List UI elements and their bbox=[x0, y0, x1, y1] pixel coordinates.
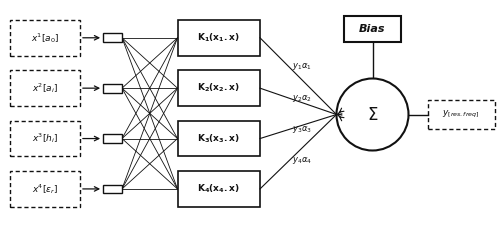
Bar bbox=[103, 84, 122, 93]
Text: $y_1\alpha_1$: $y_1\alpha_1$ bbox=[292, 61, 312, 72]
Text: $\mathbf{K_4(x_4.x)}$: $\mathbf{K_4(x_4.x)}$ bbox=[198, 183, 240, 195]
Text: $\mathbf{K_1(x_1.x)}$: $\mathbf{K_1(x_1.x)}$ bbox=[198, 32, 240, 44]
Bar bbox=[103, 134, 122, 143]
Bar bbox=[178, 121, 260, 156]
Text: $\mathbf{K_2(x_2.x)}$: $\mathbf{K_2(x_2.x)}$ bbox=[198, 82, 240, 94]
Text: $\Sigma$: $\Sigma$ bbox=[367, 106, 378, 123]
Bar bbox=[103, 185, 122, 193]
Text: $y_{[res.freq]}$: $y_{[res.freq]}$ bbox=[442, 109, 480, 120]
Text: $x^1[a_0]$: $x^1[a_0]$ bbox=[31, 31, 59, 45]
Bar bbox=[178, 71, 260, 106]
Bar bbox=[10, 121, 80, 156]
Text: $x^4[\varepsilon_r]$: $x^4[\varepsilon_r]$ bbox=[32, 182, 58, 196]
Bar bbox=[10, 20, 80, 56]
Text: $\mathbf{K_3(x_3.x)}$: $\mathbf{K_3(x_3.x)}$ bbox=[198, 132, 240, 145]
Bar bbox=[344, 16, 401, 42]
Text: $y_4\alpha_4$: $y_4\alpha_4$ bbox=[292, 155, 312, 166]
Bar bbox=[178, 171, 260, 207]
Bar bbox=[10, 171, 80, 207]
Text: $x^2[a_i]$: $x^2[a_i]$ bbox=[32, 81, 58, 95]
Text: $x^3[h_i]$: $x^3[h_i]$ bbox=[32, 132, 58, 145]
Text: $y_2\alpha_2$: $y_2\alpha_2$ bbox=[292, 93, 312, 104]
Text: $y_3\alpha_3$: $y_3\alpha_3$ bbox=[292, 124, 312, 135]
Bar bbox=[428, 100, 495, 129]
Text: Bias: Bias bbox=[359, 24, 386, 34]
Bar bbox=[103, 33, 122, 42]
Bar bbox=[178, 20, 260, 56]
Bar bbox=[10, 71, 80, 106]
Ellipse shape bbox=[336, 79, 408, 150]
